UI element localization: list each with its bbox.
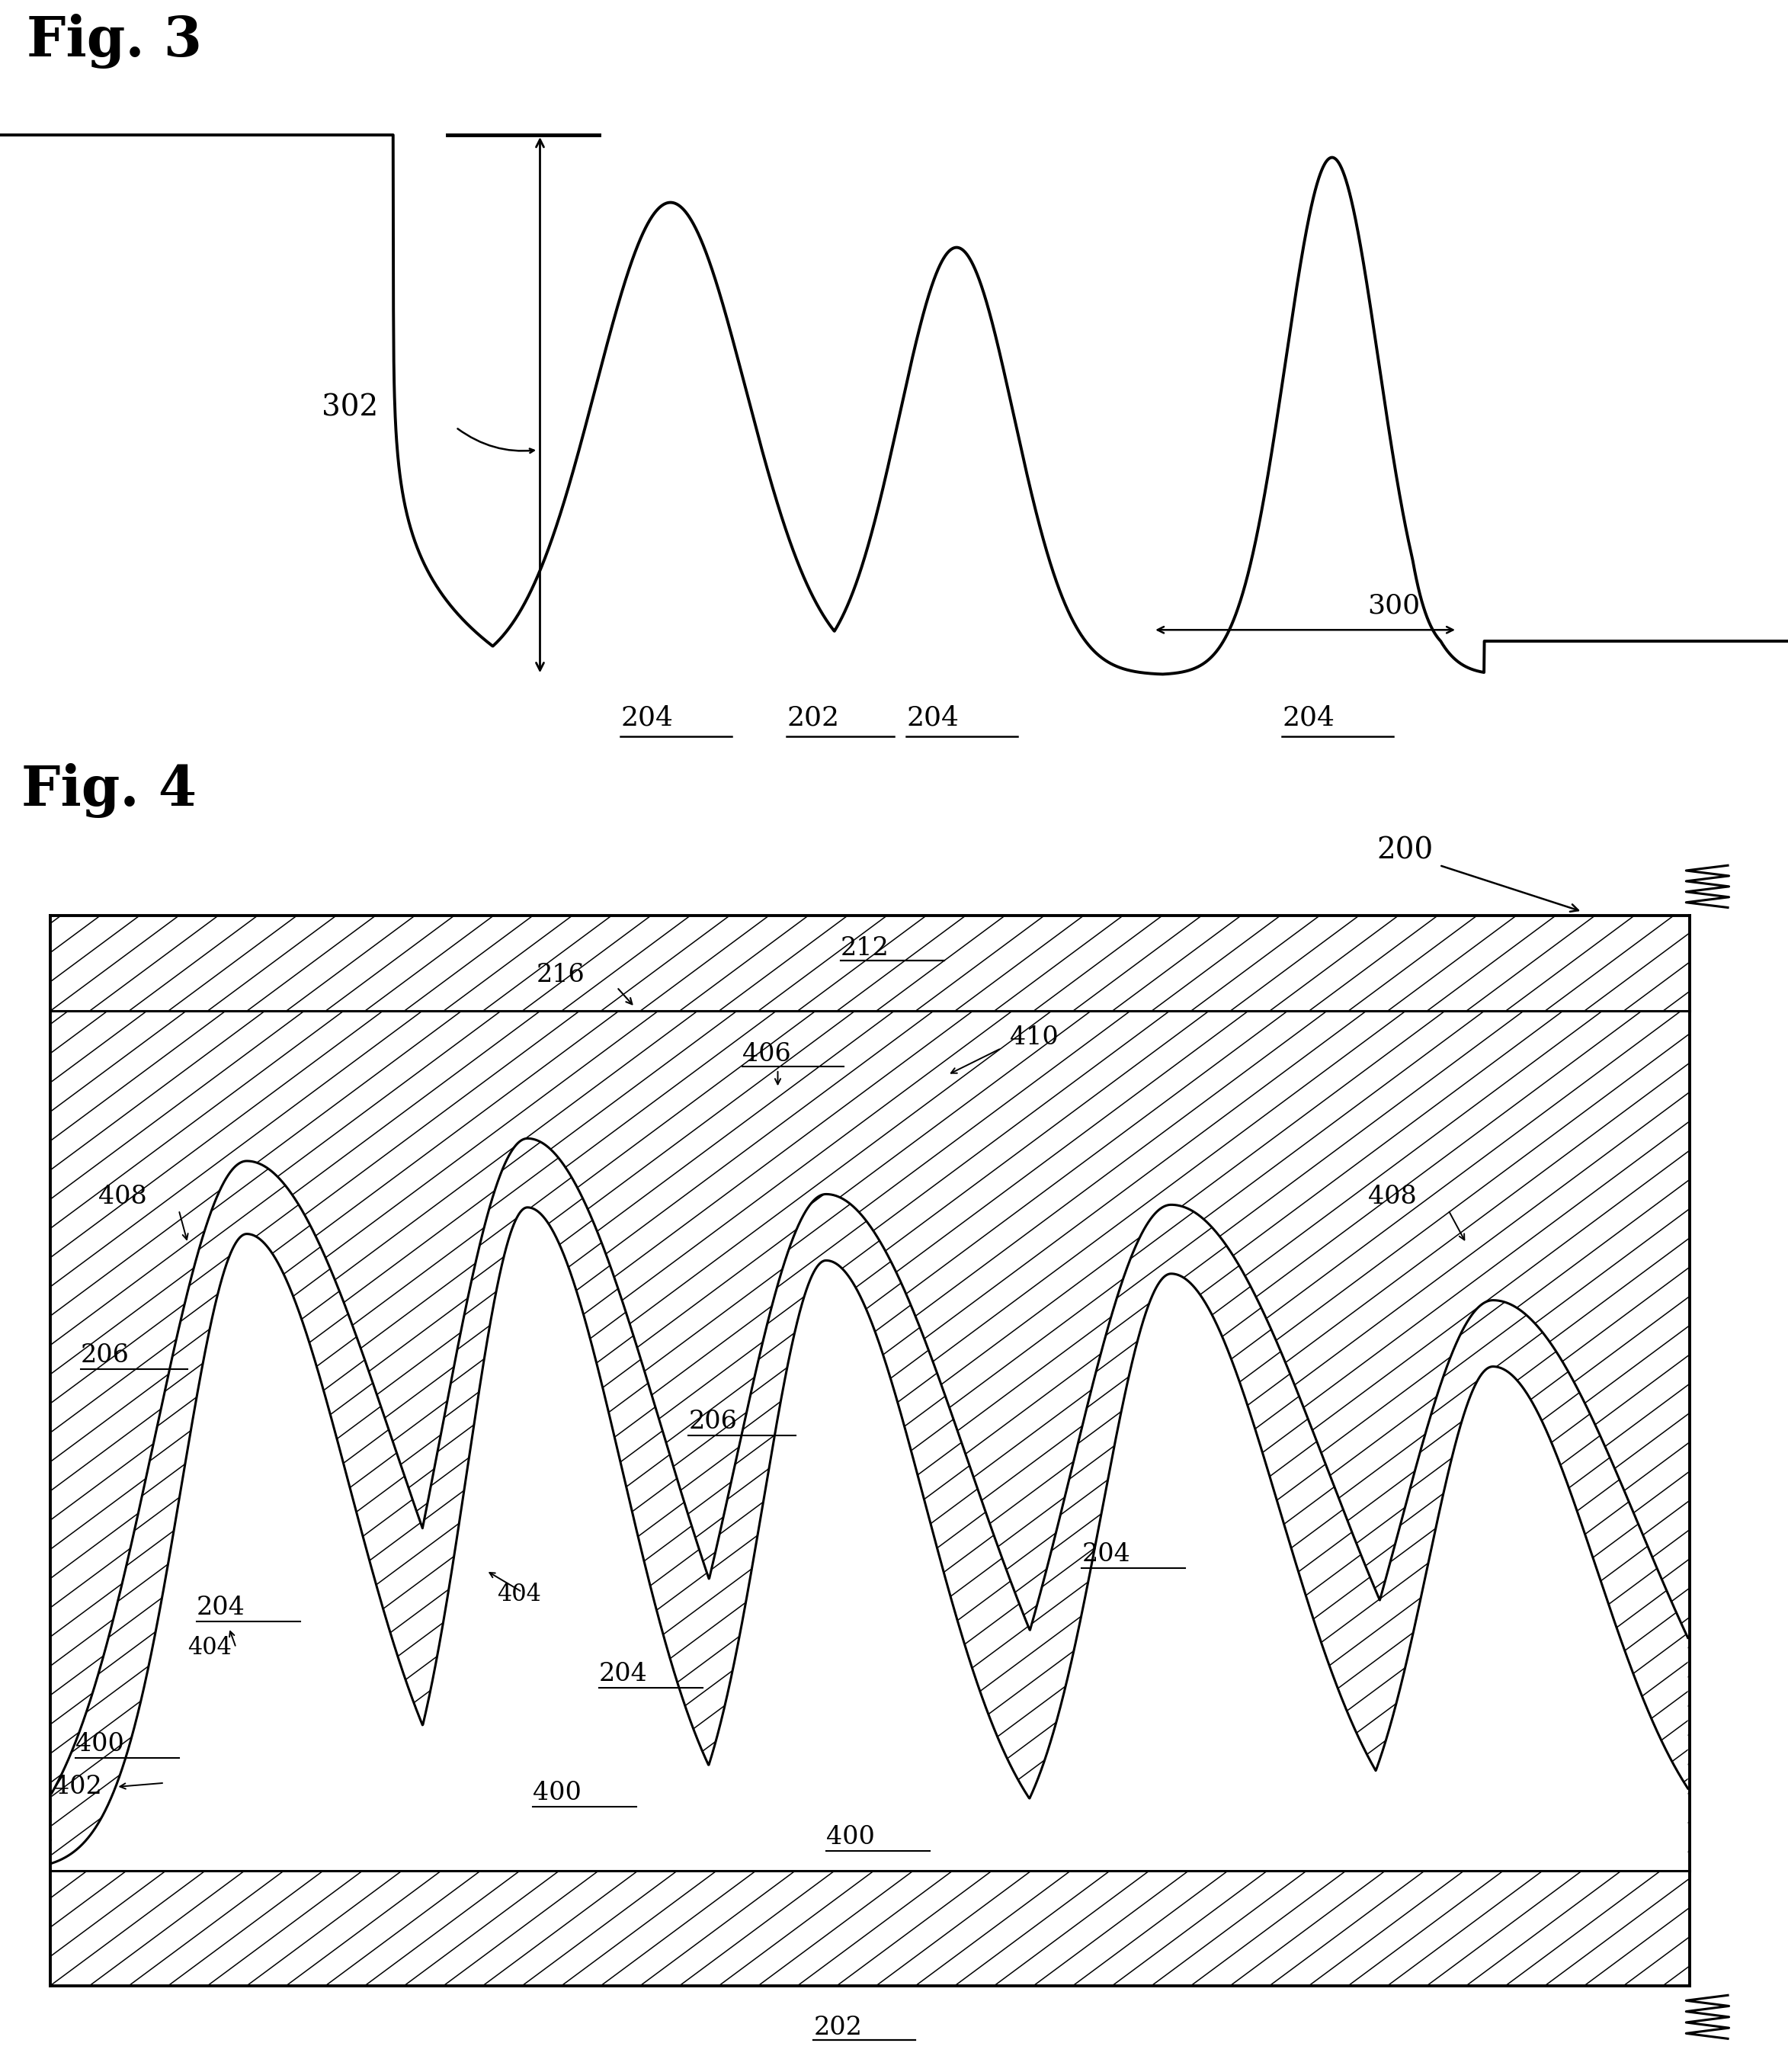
Text: 206: 206 [80, 1343, 129, 1368]
Text: Fig. 4: Fig. 4 [21, 762, 197, 818]
Text: 302: 302 [322, 394, 379, 423]
Text: 406: 406 [742, 1042, 790, 1067]
Text: 300: 300 [1368, 593, 1420, 617]
Text: 202: 202 [787, 704, 839, 731]
Text: 204: 204 [1282, 704, 1334, 731]
Text: 408: 408 [98, 1185, 147, 1208]
Text: 216: 216 [536, 963, 585, 986]
Text: 212: 212 [840, 937, 889, 961]
Text: 404: 404 [188, 1637, 232, 1660]
Text: Fig. 3: Fig. 3 [27, 15, 202, 68]
Text: 400: 400 [826, 1825, 874, 1848]
Text: 204: 204 [599, 1662, 647, 1687]
Bar [50, 916, 1690, 1011]
Text: 204: 204 [197, 1595, 245, 1620]
Text: 408: 408 [1368, 1185, 1416, 1208]
Text: 410: 410 [1010, 1026, 1058, 1051]
Text: 400: 400 [75, 1732, 123, 1757]
Bar [50, 1871, 1690, 1985]
Polygon shape [52, 1208, 1688, 1871]
Text: 402: 402 [54, 1774, 102, 1798]
Text: 204: 204 [1082, 1542, 1130, 1566]
Text: 204: 204 [620, 704, 672, 731]
Text: 200: 200 [1377, 837, 1434, 864]
Text: 404: 404 [497, 1583, 542, 1606]
Text: 202: 202 [814, 2016, 862, 2041]
Bar [50, 1011, 1690, 1871]
Text: 204: 204 [907, 704, 958, 731]
Text: 400: 400 [533, 1782, 581, 1805]
Text: 206: 206 [688, 1409, 737, 1434]
Polygon shape [52, 1138, 1688, 1863]
